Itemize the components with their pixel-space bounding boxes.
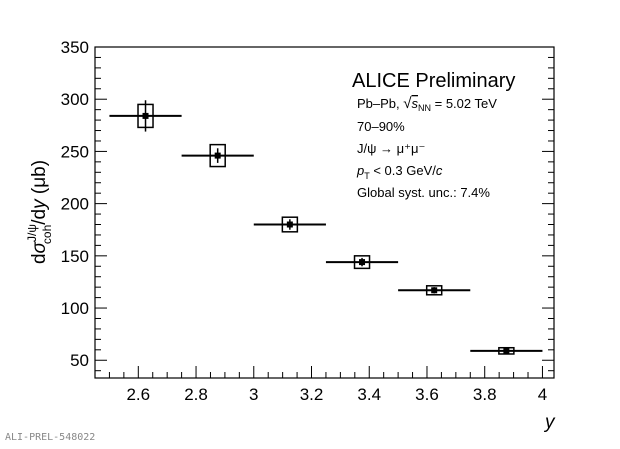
annotation-centrality: 70–90% (357, 119, 405, 134)
y-tick-label: 250 (61, 142, 89, 161)
y-axis-label: dσJ/ψcoh/dy (μb) (25, 160, 54, 264)
annotation-pt: pT < 0.3 GeV/c (356, 163, 443, 181)
x-tick-label: 3.2 (300, 385, 324, 404)
x-tick-label: 3.4 (357, 385, 381, 404)
x-tick-label: 4 (538, 385, 547, 404)
x-axis-label: y (543, 412, 556, 433)
x-tick-label: 3.6 (415, 385, 439, 404)
x-tick-label: 3 (249, 385, 258, 404)
y-tick-label: 350 (61, 38, 89, 57)
y-tick-label: 300 (61, 90, 89, 109)
data-point (142, 112, 149, 119)
legend-annotation: ALICE Preliminary Pb–Pb, √sNN = 5.02 TeV… (352, 70, 515, 200)
y-tick-label: 50 (70, 351, 89, 370)
y-tick-label: 100 (61, 299, 89, 318)
data-point (431, 287, 438, 294)
x-tick-label: 2.6 (126, 385, 150, 404)
data-point (286, 221, 293, 228)
data-point (214, 152, 221, 159)
y-tick-label: 200 (61, 195, 89, 214)
annotation-title: ALICE Preliminary (352, 70, 515, 92)
preliminary-id: ALI-PREL-548022 (5, 432, 96, 443)
svg-text:dσJ/ψcoh/dy (μb): dσJ/ψcoh/dy (μb) (25, 160, 54, 264)
annotation-decay: J/ψ → μ⁺μ⁻ (357, 141, 425, 156)
annotation-global-syst: Global syst. unc.: 7.4% (357, 185, 490, 200)
x-tick-label: 2.8 (184, 385, 208, 404)
annotation-system: Pb–Pb, √sNN = 5.02 TeV (357, 95, 497, 113)
data-point (359, 259, 366, 266)
x-tick-label: 3.8 (473, 385, 497, 404)
data-point (503, 347, 510, 354)
y-tick-label: 150 (61, 247, 89, 266)
frame (94, 46, 555, 379)
